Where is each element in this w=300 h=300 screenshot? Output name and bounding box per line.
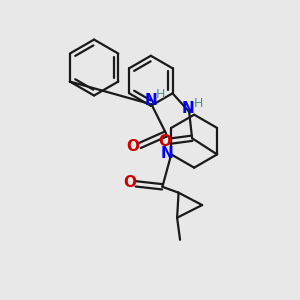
- Text: N: N: [145, 93, 158, 108]
- Text: H: H: [193, 97, 203, 110]
- Text: H: H: [156, 88, 166, 101]
- Text: O: O: [158, 134, 171, 149]
- Text: N: N: [181, 101, 194, 116]
- Text: O: O: [127, 139, 140, 154]
- Text: O: O: [124, 175, 136, 190]
- Text: N: N: [160, 146, 173, 161]
